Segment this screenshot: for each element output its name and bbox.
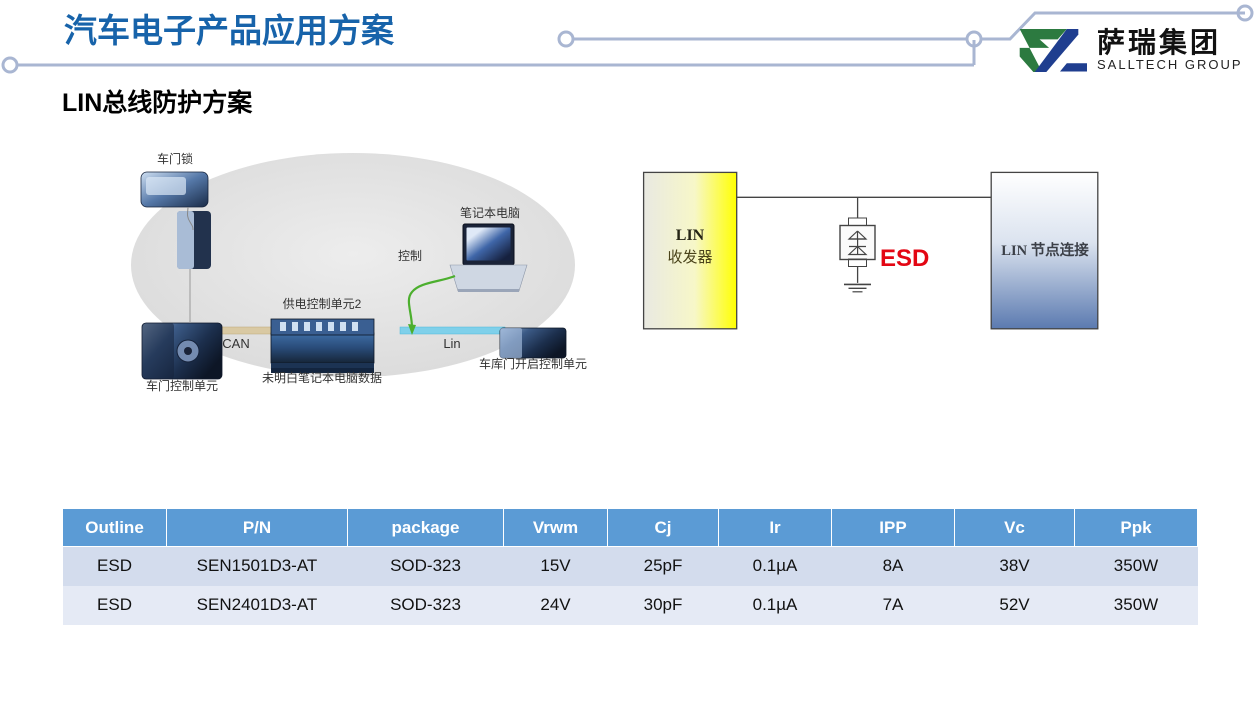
svg-text:供电控制单元2: 供电控制单元2 [283, 297, 362, 311]
svg-text:车库门开启控制单元: 车库门开启控制单元 [479, 356, 587, 371]
svg-text:未明白笔记本电脑数据: 未明白笔记本电脑数据 [262, 370, 382, 385]
svg-text:Lin: Lin [443, 336, 460, 351]
svg-text:车门锁: 车门锁 [157, 151, 193, 166]
svg-text:车门控制单元: 车门控制单元 [146, 378, 218, 393]
svg-text:控制: 控制 [398, 249, 422, 263]
svg-text:笔记本电脑: 笔记本电脑 [460, 205, 520, 220]
svg-text:CAN: CAN [222, 336, 249, 351]
